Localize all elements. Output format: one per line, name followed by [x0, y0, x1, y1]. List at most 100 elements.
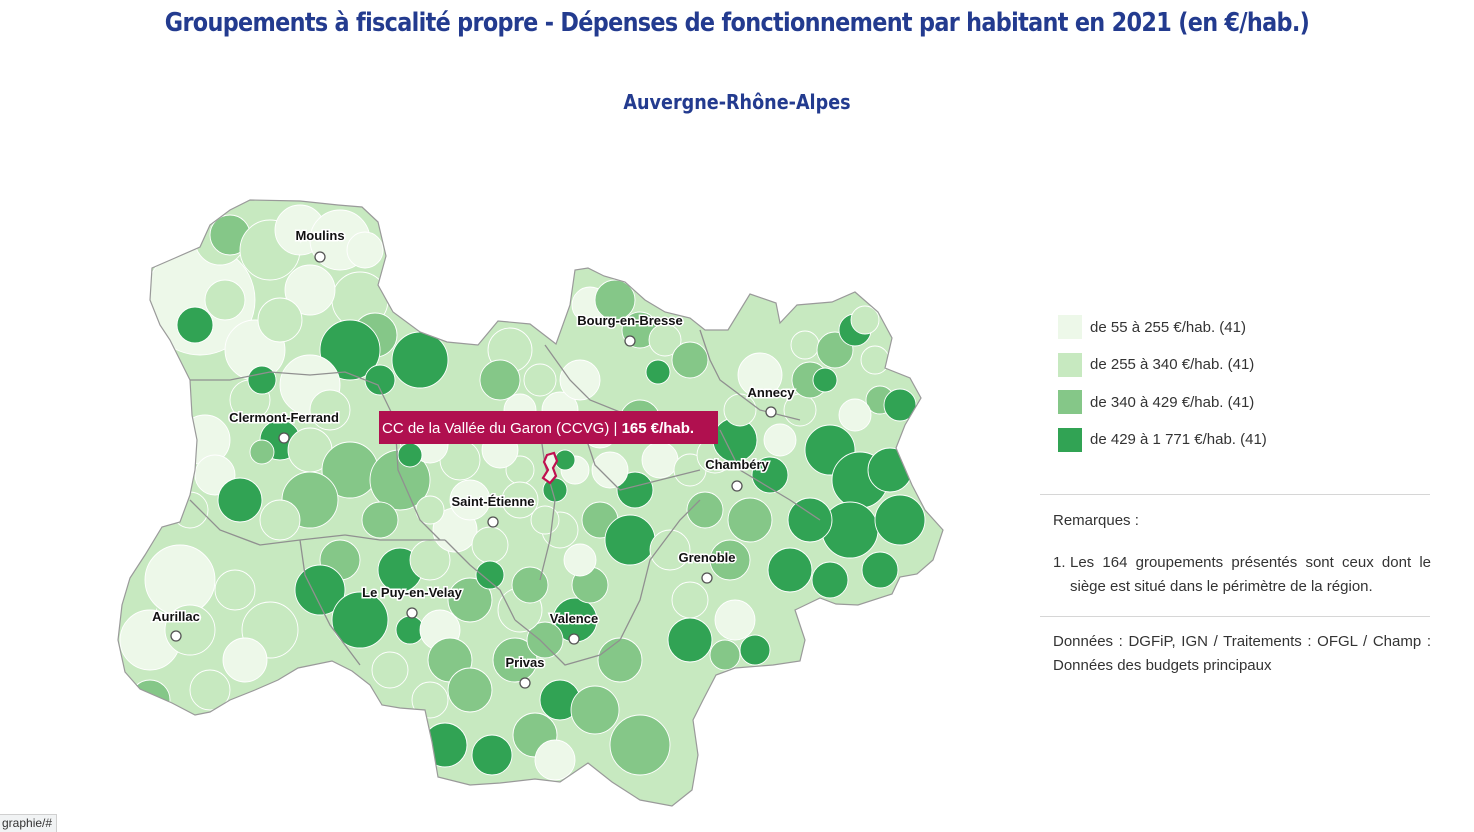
epci-area[interactable] [447, 667, 493, 713]
epci-area[interactable] [812, 367, 838, 393]
epci-area[interactable] [739, 634, 771, 666]
epci-area[interactable] [609, 714, 671, 776]
epci-area[interactable] [790, 330, 820, 360]
epci-area[interactable] [471, 734, 513, 776]
epci-area[interactable] [284, 264, 336, 316]
epci-area[interactable] [247, 365, 277, 395]
epci-area[interactable] [838, 398, 872, 432]
epci-area[interactable] [737, 352, 783, 398]
remark-text: Les 164 groupements présentés sont ceux … [1070, 554, 1431, 595]
epci-area[interactable] [222, 637, 268, 683]
epci-area[interactable] [257, 297, 303, 343]
epci-area[interactable] [371, 651, 409, 689]
epci-area[interactable] [189, 669, 231, 711]
epci-area[interactable] [594, 279, 636, 321]
epci-area[interactable] [811, 561, 849, 599]
epci-area[interactable] [397, 442, 423, 468]
choropleth-map[interactable]: Moulins Bourg-en-Bresse Annecy Clermont-Fer… [0, 0, 1010, 831]
epci-area[interactable] [723, 393, 757, 427]
legend-item[interactable]: de 340 à 429 €/hab. (41) [1058, 389, 1267, 415]
epci-area[interactable] [319, 319, 381, 381]
city-label: Le Puy-en-Velay [362, 585, 462, 600]
epci-area[interactable] [667, 617, 713, 663]
epci-area[interactable] [821, 501, 879, 559]
epci-area[interactable] [570, 685, 620, 735]
epci-area[interactable] [671, 581, 709, 619]
city-dot [731, 480, 743, 492]
city-dot [314, 251, 326, 263]
epci-area[interactable] [559, 359, 601, 401]
legend-item[interactable]: de 55 à 255 €/hab. (41) [1058, 314, 1267, 340]
epci-area[interactable] [861, 551, 899, 589]
epci-area[interactable] [714, 599, 756, 641]
epci-area[interactable] [259, 499, 301, 541]
legend-item[interactable]: de 255 à 340 €/hab. (41) [1058, 352, 1267, 378]
epci-area[interactable] [530, 505, 560, 535]
legend-swatch [1058, 352, 1082, 377]
epci-area[interactable] [523, 363, 557, 397]
epci-area[interactable] [492, 637, 538, 683]
ccvg-highlighted-area[interactable] [541, 451, 559, 485]
epci-area[interactable] [563, 543, 597, 577]
epci-area[interactable] [648, 323, 682, 357]
map-tooltip: CC de la Vallée du Garon (CCVG) | 165 €/… [379, 411, 718, 444]
epci-area[interactable] [709, 539, 751, 581]
city-dot [701, 572, 713, 584]
epci-area[interactable] [475, 560, 505, 590]
epci-area[interactable] [787, 497, 833, 543]
epci-area[interactable] [850, 305, 880, 335]
epci-area[interactable] [204, 279, 246, 321]
epci-area[interactable] [391, 331, 449, 389]
epci-area[interactable] [411, 681, 449, 719]
epci-area[interactable] [554, 449, 576, 471]
city-markers: Moulins Bourg-en-Bresse Annecy Clermont-Fer… [151, 227, 797, 689]
epci-area[interactable] [751, 456, 789, 494]
epci-area[interactable] [309, 389, 351, 431]
epci-area[interactable] [534, 739, 576, 781]
epci-area[interactable] [727, 497, 773, 543]
epci-area[interactable] [874, 494, 926, 546]
epci-area[interactable] [511, 566, 549, 604]
epci-area[interactable] [641, 441, 679, 479]
city-marker: Aurillac [151, 608, 201, 642]
epci-area[interactable] [645, 359, 671, 385]
epci-area[interactable] [604, 514, 656, 566]
epci-area[interactable] [164, 604, 216, 656]
remark-item: 1. Les 164 groupements présentés sont ce… [1053, 551, 1431, 599]
epci-area[interactable] [249, 439, 275, 465]
epci-area[interactable] [331, 591, 389, 649]
epci-area[interactable] [144, 544, 216, 616]
city-dot [170, 630, 182, 642]
epci-area[interactable] [526, 621, 564, 659]
epci-area[interactable] [214, 569, 256, 611]
epci-area[interactable] [860, 345, 890, 375]
epci-area[interactable] [449, 479, 491, 521]
remark-number: 1. [1053, 554, 1066, 571]
epci-area[interactable] [471, 526, 509, 564]
epci-area[interactable] [671, 341, 709, 379]
epci-area[interactable] [176, 306, 214, 344]
department-border [514, 619, 621, 666]
epci-area[interactable] [346, 231, 384, 269]
legend-label: de 429 à 1 771 €/hab. (41) [1090, 431, 1267, 448]
legend-swatch [1058, 427, 1082, 452]
epci-area[interactable] [479, 359, 521, 401]
epci-area[interactable] [883, 388, 917, 422]
epci-area[interactable] [649, 529, 691, 571]
department-border [719, 429, 821, 521]
epci-area[interactable] [709, 639, 741, 671]
epci-area[interactable] [361, 501, 399, 539]
epci-area[interactable] [767, 547, 813, 593]
epci-area[interactable] [447, 577, 493, 623]
remarks-divider [1040, 616, 1430, 617]
epci-area[interactable] [591, 451, 629, 489]
epci-area[interactable] [616, 471, 654, 509]
epci-area[interactable] [686, 491, 724, 529]
epci-area[interactable] [501, 481, 539, 519]
legend-item[interactable]: de 429 à 1 771 €/hab. (41) [1058, 427, 1267, 453]
epci-area[interactable] [763, 423, 797, 457]
epci-areas[interactable] [119, 204, 926, 781]
epci-area[interactable] [217, 477, 263, 523]
epci-area[interactable] [597, 637, 643, 683]
epci-area[interactable] [294, 564, 346, 616]
